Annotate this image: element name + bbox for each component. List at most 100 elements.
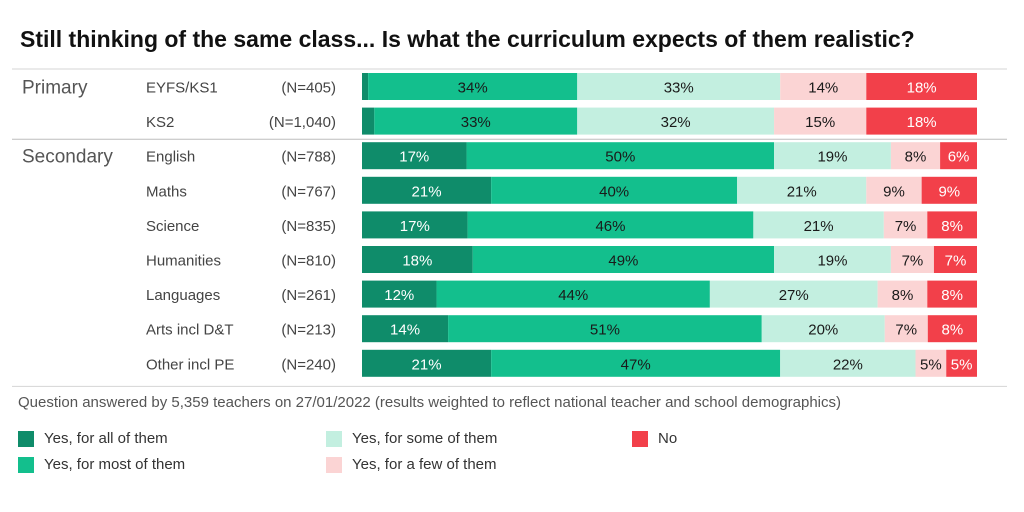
bar-segment-no — [933, 246, 977, 273]
row-n-label: (N=405) — [281, 80, 336, 97]
data-label-all: 17% — [399, 149, 429, 166]
bar-segment-few — [780, 73, 867, 100]
bar-segment-most — [466, 142, 775, 170]
data-label-some: 20% — [808, 322, 838, 339]
bar-segment-few — [883, 211, 928, 239]
data-label-few: 7% — [902, 253, 924, 270]
data-label-few: 9% — [883, 183, 905, 200]
bar-segment-most — [448, 315, 762, 343]
data-label-all: 21% — [412, 356, 442, 373]
group-label: Primary — [22, 78, 88, 99]
data-label-no: 18% — [907, 114, 937, 131]
row-n-label: (N=788) — [281, 149, 336, 166]
stacked-bar-chart: Primary EYFS/KS1 (N=405) 34% 33% 14% 18% KS2 (N=… — [12, 68, 1007, 387]
legend-label-some: Yes, for some of them — [352, 430, 498, 447]
legend-swatch-most — [18, 456, 34, 473]
bar-segment-some — [753, 211, 884, 239]
data-label-most: 44% — [558, 287, 588, 304]
row-label: Arts incl D&T — [146, 322, 234, 339]
data-label-no: 8% — [941, 287, 963, 304]
bar-segment-some — [774, 246, 891, 273]
bar-segment-some — [780, 349, 916, 377]
bar-segment-no — [927, 211, 977, 239]
bar-segment-most — [374, 107, 578, 135]
data-label-some: 33% — [664, 80, 694, 97]
data-label-no: 9% — [938, 183, 960, 200]
row-label: English — [146, 149, 195, 166]
bar-segment-most — [368, 73, 578, 100]
data-label-few: 8% — [892, 287, 914, 304]
row-label: Other incl PE — [146, 356, 234, 373]
row-n-label: (N=1,040) — [269, 114, 336, 131]
legend-swatch-no — [632, 430, 648, 447]
data-label-most: 49% — [608, 253, 638, 270]
data-label-all: 18% — [402, 253, 432, 270]
data-label-most: 50% — [605, 149, 635, 166]
data-label-no: 8% — [941, 218, 963, 235]
row-label: EYFS/KS1 — [146, 80, 218, 97]
legend-swatch-some — [326, 430, 342, 447]
bar-segment-all — [362, 246, 473, 273]
bar-segment-some — [774, 142, 891, 170]
data-label-no: 7% — [945, 253, 967, 270]
bar-segment-no — [927, 315, 977, 343]
bar-segment-all — [362, 73, 369, 100]
bar-segment-few — [866, 176, 922, 204]
data-label-all: 21% — [412, 183, 442, 200]
bar-segment-no — [921, 176, 977, 204]
data-label-some: 32% — [661, 114, 691, 131]
bar-segment-no — [946, 349, 977, 377]
bar-segment-all — [362, 315, 449, 343]
data-label-some: 21% — [787, 183, 817, 200]
bar-segment-all — [362, 211, 468, 239]
footnote: Question answered by 5,359 teachers on 2… — [18, 394, 842, 411]
data-label-no: 5% — [951, 356, 973, 373]
data-label-some: 19% — [817, 149, 847, 166]
bar-segment-few — [774, 107, 867, 135]
row-label: KS2 — [146, 114, 174, 131]
bar-segment-all — [362, 176, 492, 204]
data-label-most: 34% — [458, 80, 488, 97]
bar-segment-few — [884, 315, 928, 343]
row-n-label: (N=767) — [281, 183, 336, 200]
data-label-most: 51% — [590, 322, 620, 339]
data-label-most: 46% — [595, 218, 625, 235]
data-label-some: 19% — [817, 253, 847, 270]
legend-label-most: Yes, for most of them — [44, 456, 186, 473]
bar-segment-no — [927, 280, 977, 308]
bar-segment-no — [940, 142, 977, 170]
data-label-all: 12% — [384, 287, 414, 304]
legend-item-all: Yes, for all of them — [18, 430, 168, 447]
data-label-few: 15% — [805, 114, 835, 131]
legend-label-no: No — [658, 430, 678, 447]
bar-segment-all — [362, 142, 467, 170]
data-label-all: 17% — [400, 218, 430, 235]
bar-segment-all — [362, 280, 437, 308]
bar-segment-all — [362, 349, 492, 377]
row-n-label: (N=835) — [281, 218, 336, 235]
legend-swatch-few — [326, 456, 342, 473]
legend-item-some: Yes, for some of them — [326, 430, 497, 447]
bar-segment-all — [362, 107, 375, 135]
row-n-label: (N=240) — [281, 356, 336, 373]
chart-title: Still thinking of the same class... Is w… — [20, 26, 915, 52]
row-label: Languages — [146, 287, 220, 304]
bar-segment-most — [491, 176, 738, 204]
bar-segment-most — [491, 349, 781, 377]
bar-segment-most — [467, 211, 754, 239]
data-label-some: 27% — [779, 287, 809, 304]
row-n-label: (N=261) — [281, 287, 336, 304]
row-label: Maths — [146, 183, 187, 200]
group-label: Secondary — [22, 147, 113, 168]
row-n-label: (N=810) — [281, 253, 336, 270]
bar-segment-some — [577, 73, 781, 100]
bar-segment-most — [472, 246, 775, 273]
legend-item-no: No — [632, 430, 677, 447]
data-label-most: 40% — [599, 183, 629, 200]
data-label-few: 5% — [920, 356, 942, 373]
data-label-no: 18% — [907, 80, 937, 97]
bar-segment-few — [890, 246, 934, 273]
legend-swatch-all — [18, 430, 34, 447]
data-label-no: 8% — [942, 322, 964, 339]
bar-segment-no — [866, 73, 977, 100]
